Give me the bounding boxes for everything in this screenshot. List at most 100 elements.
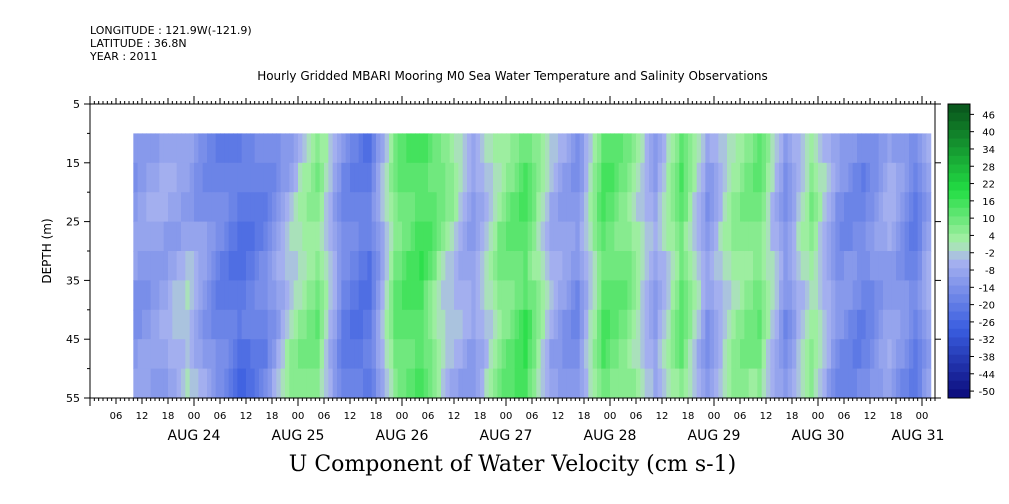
heatmap-cell (462, 309, 468, 340)
colorbar-swatch (948, 294, 970, 304)
heatmap-cell (627, 309, 633, 340)
heatmap-cell (358, 339, 364, 370)
heatmap-cell (389, 192, 394, 223)
heatmap-cell (358, 162, 364, 193)
heatmap-cell (324, 280, 329, 311)
heatmap-cell (909, 192, 914, 223)
heatmap-cell (432, 339, 438, 370)
heatmap-cell (163, 251, 169, 281)
heatmap-cell (675, 192, 680, 223)
heatmap-cell (198, 368, 204, 399)
heatmap-cell (384, 192, 390, 223)
x-hour-label: 06 (214, 411, 227, 422)
heatmap-cell (376, 162, 381, 193)
heatmap-cell (666, 309, 672, 340)
heatmap-cell (272, 280, 277, 311)
heatmap-cell (753, 133, 758, 164)
heatmap-cell (805, 368, 810, 399)
heatmap-cell (822, 280, 828, 311)
heatmap-cell (657, 280, 663, 311)
heatmap-cell (592, 280, 598, 311)
heatmap-cell (675, 221, 680, 252)
heatmap-cell (254, 162, 260, 193)
heatmap-cell (675, 280, 680, 311)
heatmap-cell (796, 339, 802, 370)
heatmap-cell (285, 251, 290, 281)
heatmap-cell (458, 251, 464, 281)
heatmap-cell (467, 133, 472, 164)
heatmap-cell (497, 280, 503, 311)
heatmap-cell (675, 368, 680, 399)
heatmap-cell (761, 309, 767, 340)
heatmap-cell (558, 368, 563, 399)
heatmap-cell (410, 368, 416, 399)
heatmap-cell (887, 133, 893, 164)
heatmap-cell (584, 368, 589, 399)
heatmap-cell (406, 162, 412, 193)
heatmap-cell (384, 339, 390, 370)
heatmap-cell (176, 162, 182, 193)
colorbar-label: -26 (979, 318, 995, 329)
heatmap-cell (246, 133, 251, 164)
heatmap-cell (358, 221, 364, 252)
heatmap-cell (306, 280, 312, 311)
heatmap-cell (328, 368, 334, 399)
colorbar-swatch (948, 121, 970, 131)
heatmap-cell (913, 251, 919, 281)
heatmap-cell (510, 251, 516, 281)
heatmap-cell (813, 280, 819, 311)
heatmap-cell (731, 280, 737, 311)
heatmap-cell (904, 162, 910, 193)
heatmap-cell (610, 280, 615, 311)
heatmap-cell (744, 339, 750, 370)
heatmap-cell (142, 162, 147, 193)
heatmap-cell (705, 221, 711, 252)
heatmap-cell (640, 251, 646, 281)
heatmap-cell (683, 162, 689, 193)
heatmap-cell (189, 251, 195, 281)
heatmap-cell (922, 192, 927, 223)
heatmap-cell (280, 309, 286, 340)
heatmap-cell (618, 280, 624, 311)
heatmap-cell (584, 162, 589, 193)
heatmap-cell (610, 368, 615, 399)
heatmap-cell (857, 251, 862, 281)
heatmap-cell (588, 251, 594, 281)
heatmap-cell (714, 162, 719, 193)
heatmap-cell (319, 162, 325, 193)
heatmap-cell (536, 192, 542, 223)
heatmap-cell (350, 192, 355, 223)
heatmap-cell (389, 162, 394, 193)
heatmap-cell (480, 368, 485, 399)
heatmap-cell (215, 280, 221, 311)
heatmap-cell (623, 309, 628, 340)
heatmap-cell (462, 133, 468, 164)
x-hour-label: 12 (448, 411, 461, 422)
heatmap-cell (592, 221, 598, 252)
heatmap-cell (380, 221, 386, 252)
heatmap-cell (432, 221, 438, 252)
heatmap-cell (896, 251, 901, 281)
heatmap-cell (709, 162, 715, 193)
heatmap-cell (415, 339, 420, 370)
heatmap-cell (549, 133, 555, 164)
heatmap-cell (142, 339, 147, 370)
heatmap-cell (332, 192, 338, 223)
heatmap-cell (285, 221, 290, 252)
heatmap-cell (501, 162, 507, 193)
heatmap-cell (926, 162, 932, 193)
heatmap-cell (917, 251, 923, 281)
heatmap-cell (259, 339, 264, 370)
heatmap-cell (458, 192, 464, 223)
heatmap-cell (644, 368, 650, 399)
heatmap-cell (458, 162, 464, 193)
heatmap-cell (679, 309, 685, 340)
heatmap-cell (618, 162, 624, 193)
heatmap-cell (662, 162, 667, 193)
heatmap-cell (376, 309, 381, 340)
colorbar-label: -2 (985, 249, 995, 260)
heatmap-cell (302, 162, 308, 193)
heatmap-cell (527, 339, 533, 370)
heatmap-cell (406, 309, 412, 340)
heatmap-cell (345, 368, 351, 399)
